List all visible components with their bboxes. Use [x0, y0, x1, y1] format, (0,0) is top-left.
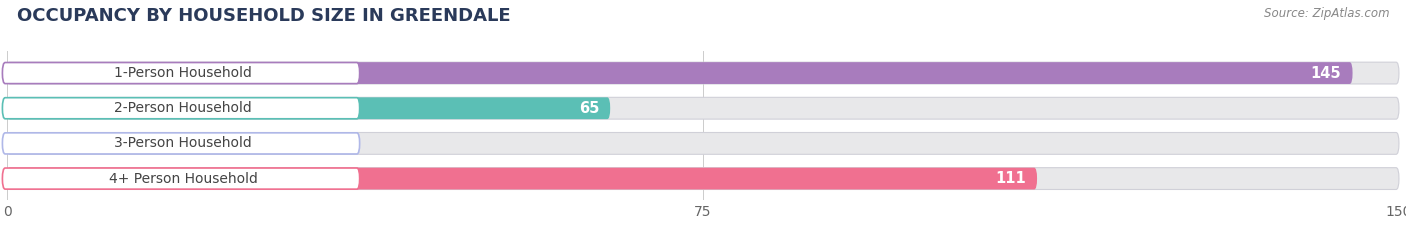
FancyBboxPatch shape	[7, 62, 1399, 84]
Text: 3-Person Household: 3-Person Household	[114, 136, 252, 151]
FancyBboxPatch shape	[3, 62, 360, 84]
FancyBboxPatch shape	[3, 168, 360, 189]
Text: 2-Person Household: 2-Person Household	[114, 101, 252, 115]
Text: 145: 145	[1310, 65, 1341, 81]
FancyBboxPatch shape	[7, 97, 1399, 119]
Text: 4+ Person Household: 4+ Person Household	[108, 171, 257, 185]
Text: 1-Person Household: 1-Person Household	[114, 66, 252, 80]
Text: 65: 65	[579, 101, 599, 116]
Text: 111: 111	[995, 171, 1026, 186]
FancyBboxPatch shape	[7, 168, 1399, 189]
FancyBboxPatch shape	[7, 168, 1038, 189]
FancyBboxPatch shape	[3, 133, 360, 154]
FancyBboxPatch shape	[3, 98, 360, 119]
FancyBboxPatch shape	[7, 133, 1399, 154]
Text: 38: 38	[328, 136, 349, 151]
FancyBboxPatch shape	[7, 133, 360, 154]
FancyBboxPatch shape	[7, 97, 610, 119]
Text: OCCUPANCY BY HOUSEHOLD SIZE IN GREENDALE: OCCUPANCY BY HOUSEHOLD SIZE IN GREENDALE	[17, 7, 510, 25]
Text: Source: ZipAtlas.com: Source: ZipAtlas.com	[1264, 7, 1389, 20]
FancyBboxPatch shape	[7, 62, 1353, 84]
